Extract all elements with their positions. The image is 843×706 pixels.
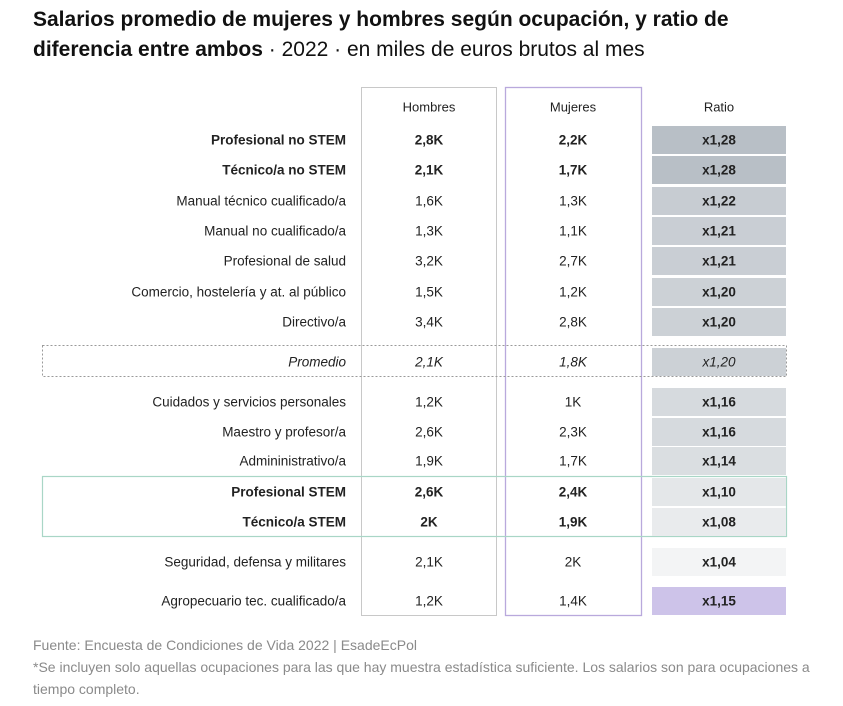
row-label: Cuidados y servicios personales	[152, 395, 346, 410]
row-label: Promedio	[288, 355, 346, 370]
hombres-value: 1,9K	[415, 454, 443, 469]
row-label: Profesional no STEM	[211, 133, 346, 148]
hombres-value: 2,1K	[415, 555, 443, 570]
title-main: Salarios promedio de mujeres y hombres s…	[33, 8, 729, 61]
ratio-cell	[652, 478, 786, 506]
average-row-frame	[42, 345, 787, 377]
ratio-cell	[652, 508, 786, 536]
ratio-value: x1,28	[702, 133, 736, 148]
mujeres-value: 1,8K	[559, 355, 588, 370]
row-label: Profesional de salud	[224, 254, 346, 269]
row-label: Seguridad, defensa y militares	[164, 555, 346, 570]
header-mujeres: Mujeres	[550, 99, 597, 114]
methodology-note: *Se incluyen solo aquellas ocupaciones p…	[33, 659, 810, 697]
chart-title: Salarios promedio de mujeres y hombres s…	[33, 5, 823, 65]
mujeres-column-frame	[504, 86, 643, 617]
hombres-value: 2K	[420, 515, 438, 530]
ratio-value: x1,14	[702, 454, 736, 469]
hombres-value: 2,6K	[415, 425, 443, 440]
ratio-cell	[652, 278, 786, 306]
hombres-value: 1,5K	[415, 285, 443, 300]
hombres-value: 2,1K	[414, 355, 444, 370]
salary-table-chart: Hombres Mujeres Ratio Profesional no STEM 2,…	[41, 86, 788, 617]
ratio-cell	[652, 217, 786, 245]
mujeres-value: 2,4K	[559, 485, 588, 500]
row-label: Maestro y profesor/a	[222, 425, 346, 440]
ratio-value: x1,22	[702, 194, 736, 209]
row-label: Agropecuario tec. cualificado/a	[161, 594, 346, 609]
hombres-column-frame	[361, 87, 497, 616]
ratio-value: x1,21	[702, 224, 736, 239]
row-label: Técnico/a STEM	[242, 515, 346, 530]
row-label: Comercio, hostelería y at. al público	[131, 285, 346, 300]
mujeres-value: 2,2K	[559, 133, 588, 148]
mujeres-value: 1,7K	[559, 454, 587, 469]
mujeres-value: 2,8K	[559, 315, 587, 330]
ratio-value: x1,20	[702, 285, 736, 300]
mujeres-value: 1,2K	[559, 285, 587, 300]
hombres-value: 2,1K	[415, 163, 444, 178]
hombres-value: 1,2K	[415, 395, 443, 410]
ratio-value: x1,04	[702, 555, 736, 570]
ratio-cell	[652, 308, 786, 336]
mujeres-value: 2K	[565, 555, 582, 570]
title-separator-2: ·	[328, 38, 347, 61]
ratio-cell	[652, 388, 786, 416]
mujeres-value: 1K	[565, 395, 582, 410]
source-note: Fuente: Encuesta de Condiciones de Vida …	[33, 637, 417, 653]
ratio-value: x1,15	[702, 594, 736, 609]
ratio-cell	[652, 418, 786, 446]
hombres-value: 2,6K	[415, 485, 444, 500]
hombres-value: 3,4K	[415, 315, 443, 330]
header-hombres: Hombres	[403, 99, 456, 114]
title-separator-1: ·	[262, 38, 282, 61]
row-label: Manual no cualificado/a	[204, 224, 346, 239]
mujeres-value: 2,3K	[559, 425, 587, 440]
mujeres-value: 1,1K	[559, 224, 587, 239]
ratio-value: x1,20	[702, 315, 736, 330]
row-label: Manual técnico cualificado/a	[176, 194, 346, 209]
row-label: Directivo/a	[282, 315, 346, 330]
ratio-value: x1,16	[702, 395, 736, 410]
ratio-cell	[652, 548, 786, 576]
mujeres-value: 1,9K	[559, 515, 588, 530]
hombres-value: 1,2K	[415, 594, 443, 609]
mujeres-value: 1,7K	[559, 163, 588, 178]
hombres-value: 3,2K	[415, 254, 443, 269]
ratio-cell	[652, 156, 786, 184]
hombres-value: 2,8K	[415, 133, 444, 148]
chart-footer: Fuente: Encuesta de Condiciones de Vida …	[33, 634, 813, 700]
ratio-cell	[652, 587, 786, 615]
ratio-cell	[652, 187, 786, 215]
title-unit: en miles de euros brutos al mes	[346, 38, 645, 61]
hombres-value: 1,3K	[415, 224, 443, 239]
stem-rows-frame	[41, 475, 788, 538]
ratio-value: x1,08	[702, 515, 736, 530]
header-ratio: Ratio	[704, 99, 734, 114]
row-label: Profesional STEM	[231, 485, 346, 500]
hombres-value: 1,6K	[415, 194, 443, 209]
mujeres-value: 1,4K	[559, 594, 587, 609]
mujeres-value: 2,7K	[559, 254, 587, 269]
ratio-cell	[652, 126, 786, 154]
ratio-cell	[652, 447, 786, 475]
mujeres-value: 1,3K	[559, 194, 587, 209]
ratio-value: x1,16	[702, 425, 736, 440]
ratio-value: x1,20	[701, 355, 736, 370]
title-year: 2022	[281, 38, 329, 61]
ratio-cell	[652, 247, 786, 275]
ratio-value: x1,10	[702, 485, 736, 500]
ratio-cell	[652, 348, 786, 376]
row-label: Admininistrativo/a	[239, 454, 346, 469]
ratio-value: x1,28	[702, 163, 736, 178]
ratio-value: x1,21	[702, 254, 736, 269]
row-label: Técnico/a no STEM	[222, 163, 346, 178]
